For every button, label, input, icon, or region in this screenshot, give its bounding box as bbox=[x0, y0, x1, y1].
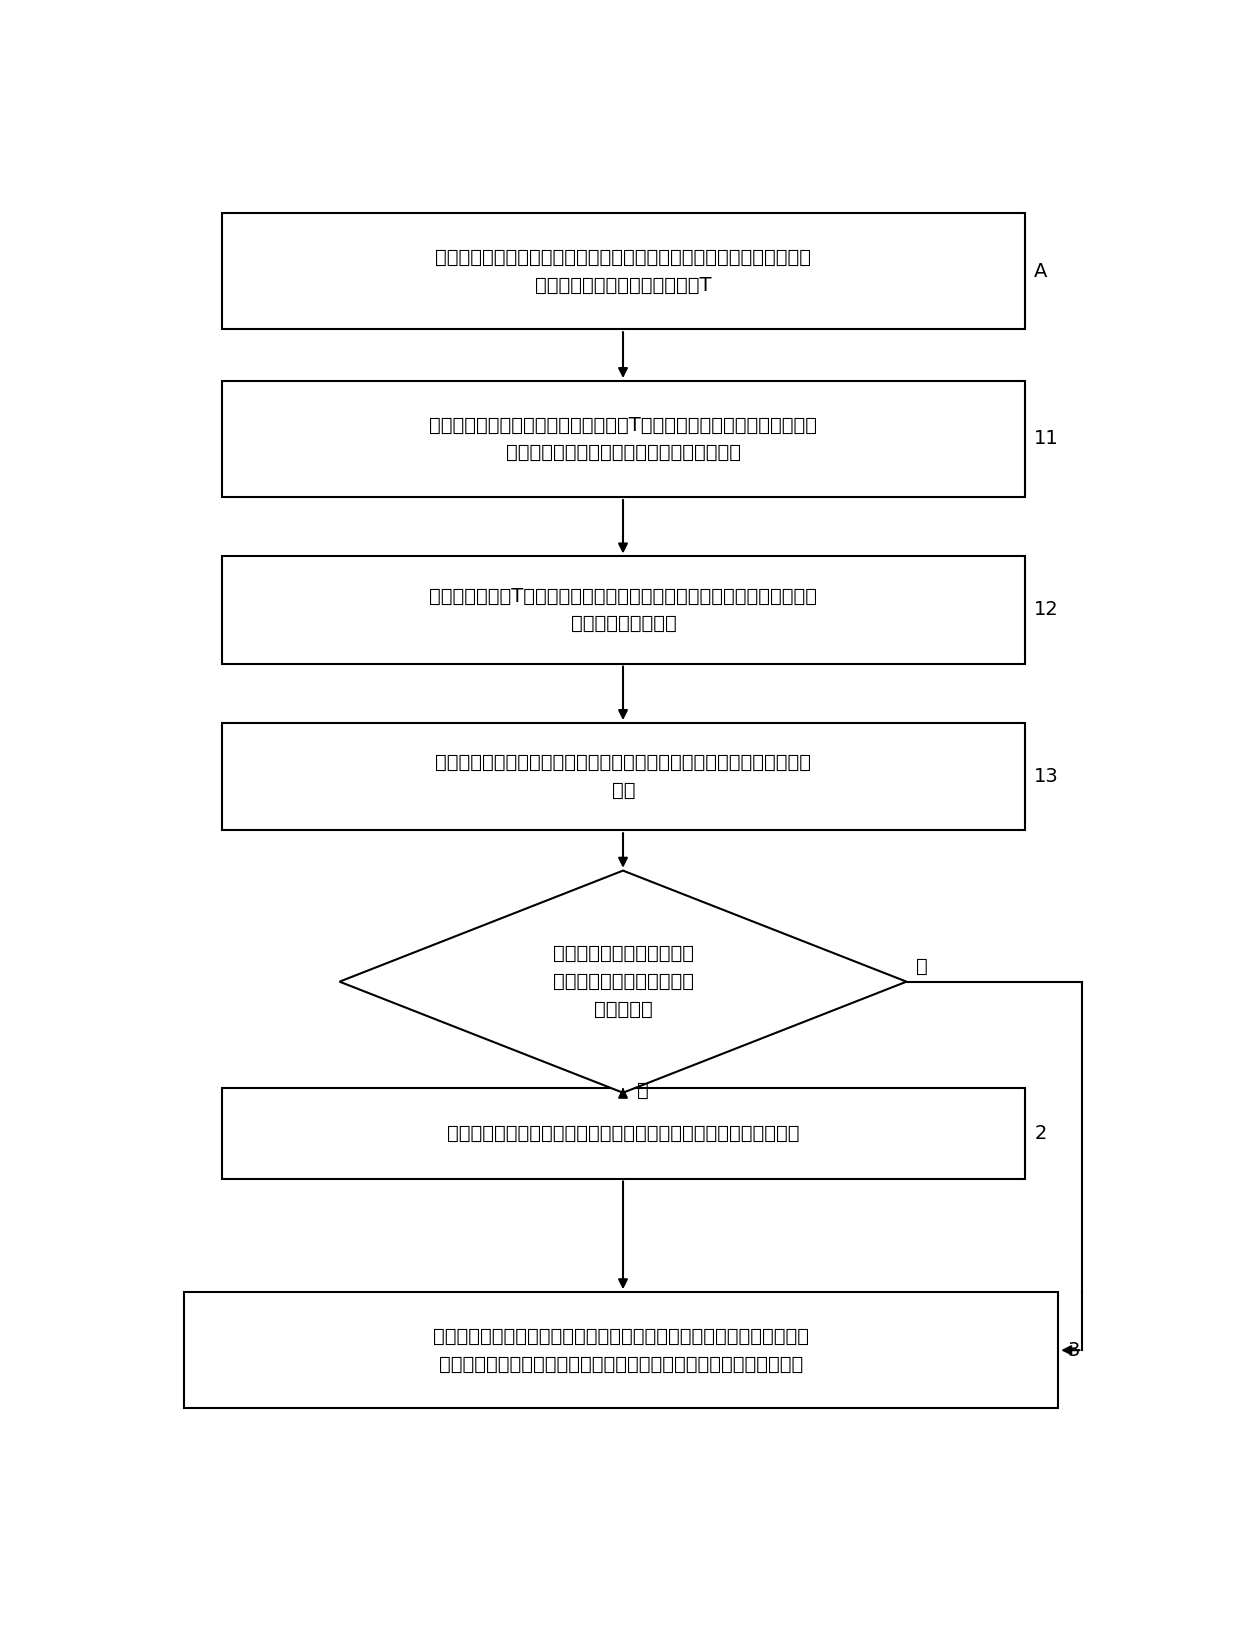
Text: 测试信号的产生时钟的同步周期T: 测试信号的产生时钟的同步周期T bbox=[536, 275, 712, 295]
Bar bbox=[222, 1088, 1024, 1178]
Text: 否: 否 bbox=[637, 1080, 650, 1100]
Text: 以产生脉冲测试信号的时钟周期为间隔，依次平移所述脉冲测试信号: 以产生脉冲测试信号的时钟周期为间隔，依次平移所述脉冲测试信号 bbox=[448, 1124, 800, 1142]
Text: 所述脉冲测试信号在每个所述同步周期T中均重新产生，且每个重新产生的: 所述脉冲测试信号在每个所述同步周期T中均重新产生，且每个重新产生的 bbox=[429, 416, 817, 434]
Text: 3: 3 bbox=[1068, 1341, 1080, 1360]
Text: 脉冲测试信号均触发所述多位加法器的进位链: 脉冲测试信号均触发所述多位加法器的进位链 bbox=[506, 444, 742, 462]
Text: 运行位置值: 运行位置值 bbox=[594, 1000, 652, 1019]
Text: 在各个同步周期T中分别根据所述脉冲测试信号的变化情况采集对应的所述: 在各个同步周期T中分别根据所述脉冲测试信号的变化情况采集对应的所述 bbox=[429, 587, 817, 606]
Text: 11: 11 bbox=[1034, 429, 1059, 449]
Bar bbox=[184, 1292, 1058, 1408]
Bar bbox=[222, 213, 1024, 329]
Text: 是: 是 bbox=[916, 957, 928, 975]
Text: 获取所述进位链的各运行位置值与对应的各脉冲测试信号的位置之间的关: 获取所述进位链的各运行位置值与对应的各脉冲测试信号的位置之间的关 bbox=[433, 1328, 808, 1346]
Text: 链中全部运行位置所对应的: 链中全部运行位置所对应的 bbox=[553, 972, 693, 992]
Text: 12: 12 bbox=[1034, 600, 1059, 620]
Text: A: A bbox=[1034, 262, 1048, 280]
Bar bbox=[222, 380, 1024, 497]
Text: 系数据，并根据该关系数据得到所述进位链的各运行位置处的延时时间: 系数据，并根据该关系数据得到所述进位链的各运行位置处的延时时间 bbox=[439, 1354, 804, 1373]
Polygon shape bbox=[340, 870, 906, 1093]
Text: 在所述待选位置值中选取出现概率最大的值作为所述进位链当前的运行位: 在所述待选位置值中选取出现概率最大的值作为所述进位链当前的运行位 bbox=[435, 754, 811, 772]
Text: 2: 2 bbox=[1034, 1124, 1047, 1142]
Text: 判断是否获取得到所述进位: 判断是否获取得到所述进位 bbox=[553, 944, 693, 964]
Bar bbox=[222, 556, 1024, 664]
Text: 置值: 置值 bbox=[611, 780, 635, 800]
Text: 预获取用于采集所述进位链的运行位置值的采样时钟和用于发出所述脉冲: 预获取用于采集所述进位链的运行位置值的采样时钟和用于发出所述脉冲 bbox=[435, 247, 811, 267]
Text: 进位链的待选位置值: 进位链的待选位置值 bbox=[570, 615, 676, 633]
Text: 13: 13 bbox=[1034, 767, 1059, 787]
Bar bbox=[222, 723, 1024, 831]
